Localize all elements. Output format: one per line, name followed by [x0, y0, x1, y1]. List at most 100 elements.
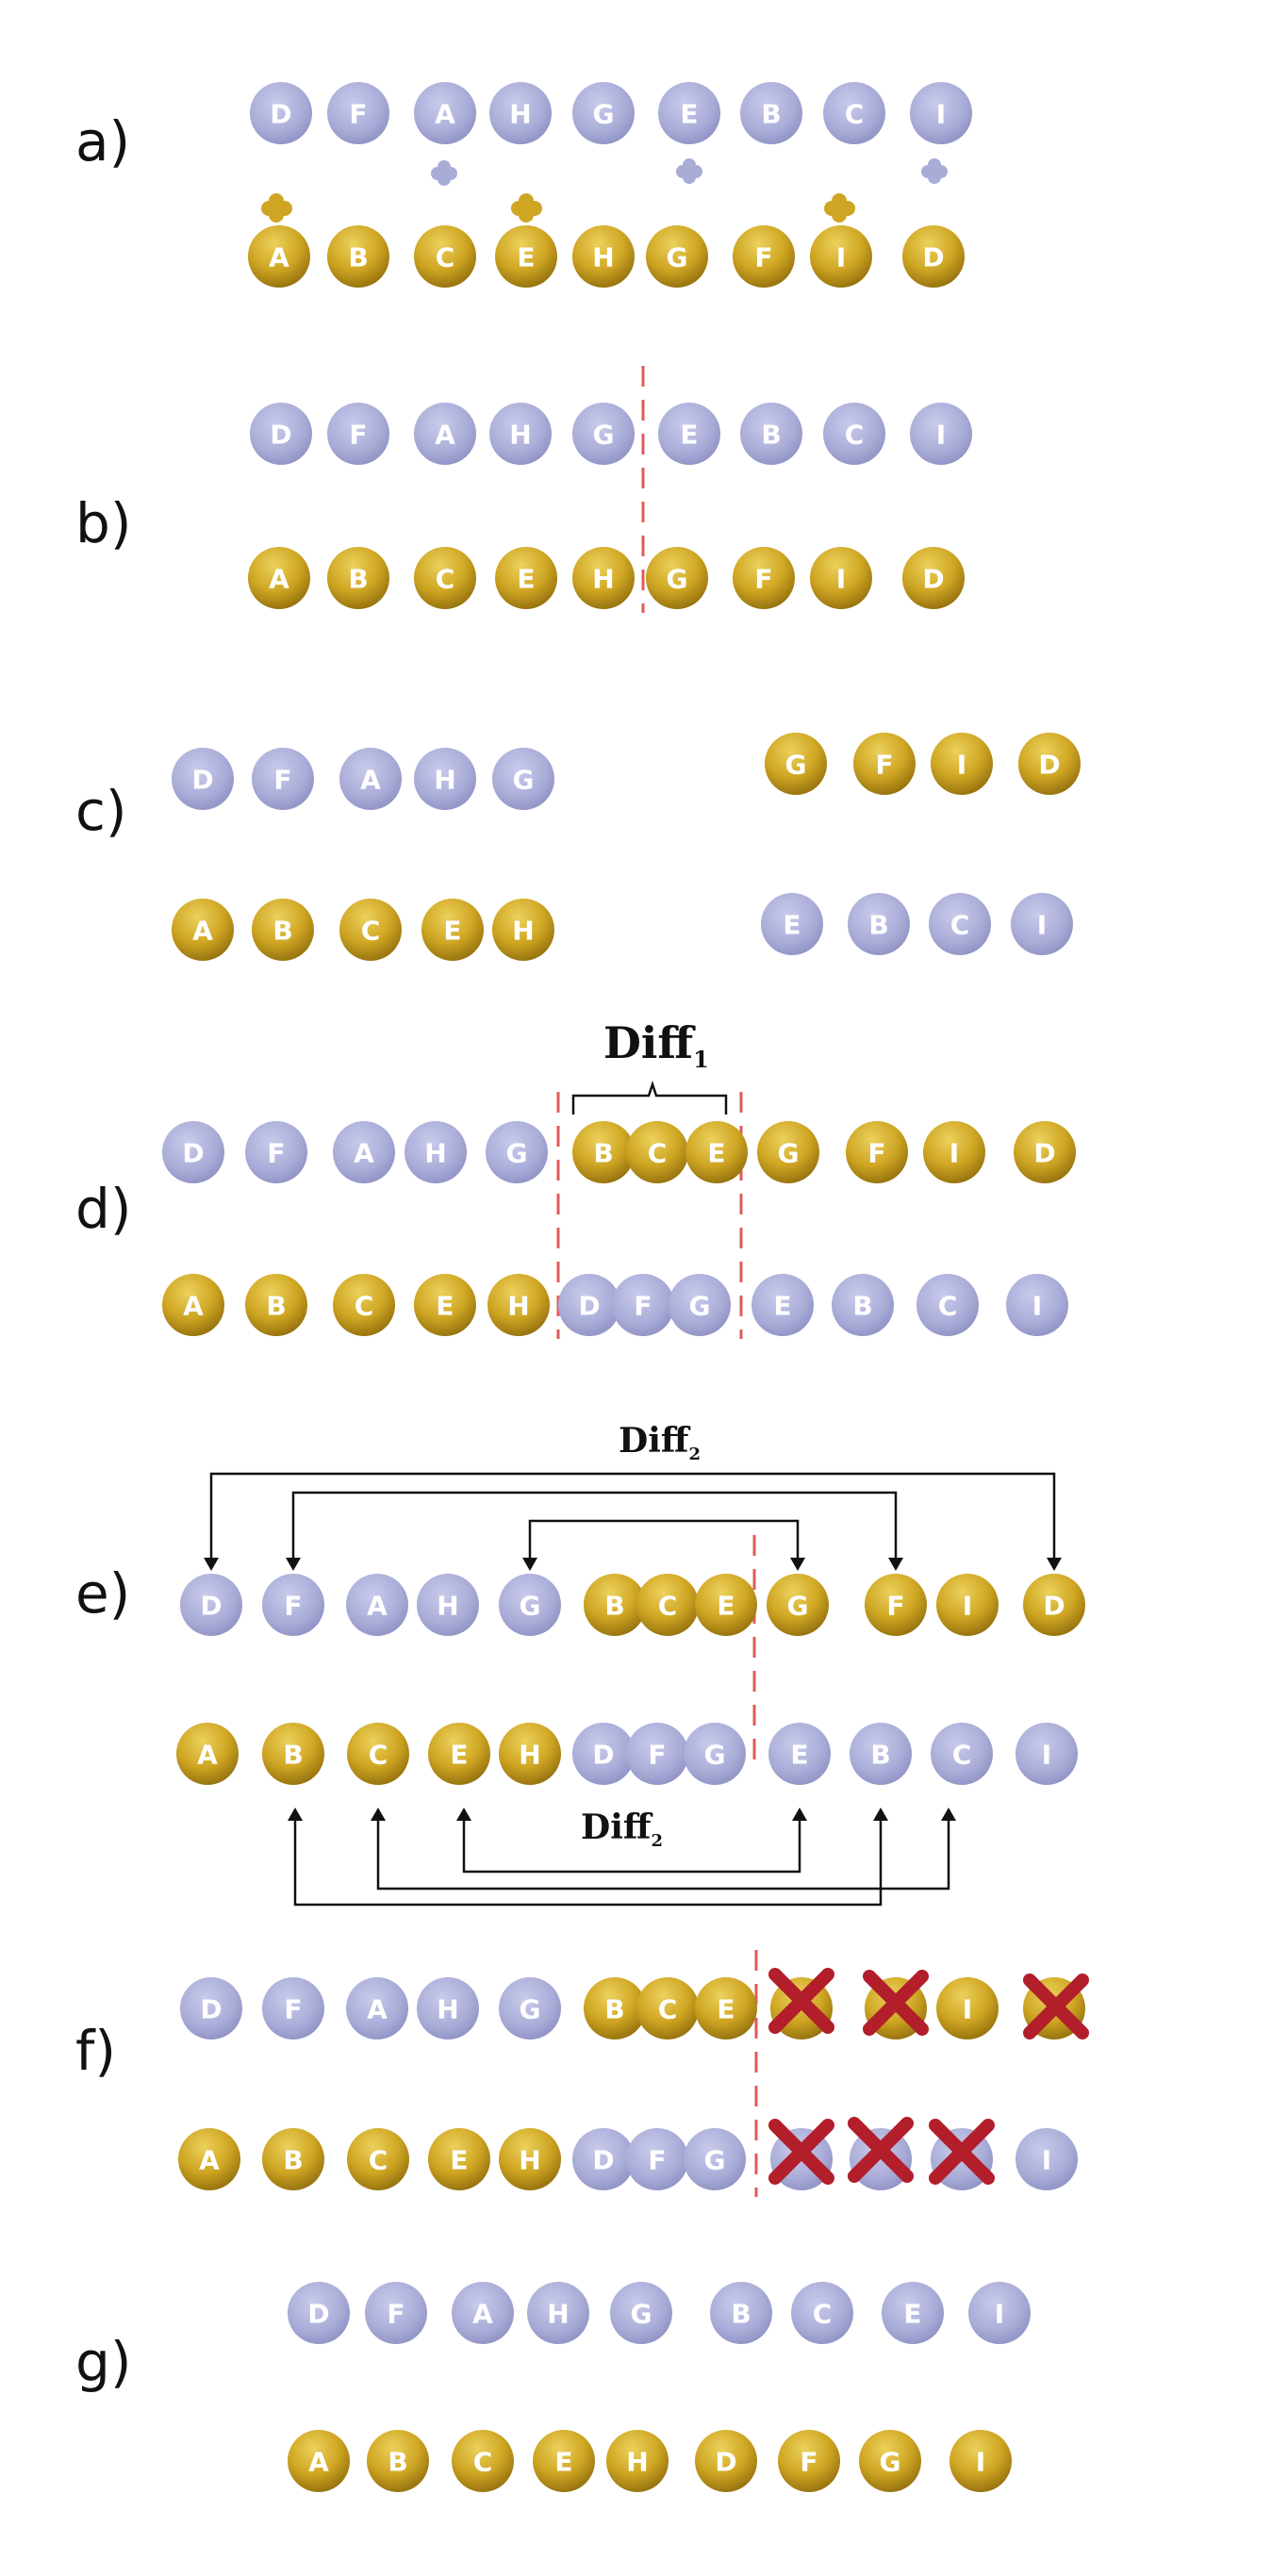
step-g-bottom-ball: F	[778, 2430, 840, 2492]
step-f-bottom-ball: I	[1016, 2128, 1078, 2190]
ball-letter: H	[519, 1740, 540, 1771]
ball-shape	[646, 225, 708, 288]
ball-letter: C	[361, 916, 381, 947]
step-c-bottom-right-ball: C	[929, 893, 991, 955]
ball-letter: C	[845, 420, 865, 451]
step-a-top-ball: D	[250, 82, 312, 144]
ball-letter: F	[648, 1740, 666, 1771]
ball-shape	[414, 403, 476, 465]
ball-letter: E	[450, 2145, 468, 2176]
step-f-label: f)	[75, 2019, 116, 2083]
ball-shape	[646, 547, 708, 609]
step-d-bottom-ball: C	[333, 1274, 395, 1336]
arrow-e-to-e	[462, 1818, 801, 1874]
ball-shape	[414, 547, 476, 609]
ball-shape	[710, 2282, 772, 2344]
step-c-top-left-ball: F	[252, 748, 314, 810]
step-a-top-ball: A	[414, 82, 476, 144]
ball-letter: G	[704, 1740, 726, 1771]
ball-shape	[936, 1574, 999, 1636]
ball-shape	[612, 1274, 674, 1336]
step-f-top-ball: A	[346, 1977, 408, 2039]
step-a-top-ball: B	[740, 82, 802, 144]
step-c-top-left-ball: A	[339, 748, 402, 810]
ball-shape	[414, 225, 476, 288]
ball-shape	[492, 748, 554, 810]
ball-letter: I	[949, 1138, 959, 1169]
step-b-bottom-ball: G	[646, 547, 708, 609]
ball-letter: E	[790, 1740, 808, 1771]
step-g-bottom-ball: A	[288, 2430, 350, 2492]
step-d-bottom-ball: F	[612, 1274, 674, 1336]
ball-shape	[252, 748, 314, 810]
step-g-bottom-ball: C	[452, 2430, 514, 2492]
ball-letter: G	[593, 99, 615, 130]
step-b-top-ball: I	[910, 403, 972, 465]
ball-letter: E	[717, 1994, 735, 2025]
step-e-top-ball: C	[636, 1574, 699, 1636]
step-c-bottom-right-ball: E	[761, 893, 823, 955]
step-a-bottom-ball: D	[902, 225, 965, 288]
arrow-b-to-b	[293, 1818, 883, 1907]
step-d-top-ball: C	[626, 1121, 688, 1183]
ball-shape	[584, 1574, 646, 1636]
step-e-top-ball: D	[180, 1574, 242, 1636]
ball-shape	[882, 2282, 944, 2344]
step-d-top-ball: I	[923, 1121, 985, 1183]
ball-shape	[572, 225, 635, 288]
step-e-bottom-ball: I	[1016, 1723, 1078, 1785]
ball-shape	[584, 1977, 646, 2039]
step-c-bottom-left-ball: A	[172, 899, 234, 961]
ball-shape	[949, 2430, 1012, 2492]
step-a-bottom-ball: F	[733, 225, 795, 288]
ball-shape	[347, 2128, 409, 2190]
ball-letter: G	[880, 2447, 901, 2478]
step-d-top-ball: G	[757, 1121, 819, 1183]
ball-letter: G	[506, 1138, 528, 1169]
step-g-top-ball: I	[968, 2282, 1031, 2344]
step-f-top-ball: F	[262, 1977, 324, 2039]
ball-shape	[902, 225, 965, 288]
ball-shape	[327, 225, 389, 288]
ball-shape	[452, 2282, 514, 2344]
step-g-label: g)	[75, 2330, 131, 2394]
step-a-top-ball: C	[823, 82, 885, 144]
ball-shape	[572, 2128, 635, 2190]
step-d-bottom-ball: E	[414, 1274, 476, 1336]
ball-letter: C	[436, 564, 455, 595]
step-g-bottom-ball: B	[367, 2430, 429, 2492]
step-e-top-ball: I	[936, 1574, 999, 1636]
step-a-bottom-ball: B	[327, 225, 389, 288]
ball-shape	[859, 2430, 921, 2492]
step-a-bottom-ball: C	[414, 225, 476, 288]
ball-shape	[414, 1274, 476, 1336]
diff1-brace	[571, 1081, 728, 1115]
ball-letter: D	[922, 242, 944, 273]
ball-letter: B	[852, 1291, 872, 1322]
step-a-bottom-ball: I	[810, 225, 872, 288]
step-d-bottom-ball: B	[832, 1274, 894, 1336]
ball-letter: C	[473, 2447, 493, 2478]
ball-shape	[489, 403, 552, 465]
step-e-bottom-ball: B	[262, 1723, 324, 1785]
ball-letter: B	[348, 242, 368, 273]
ball-letter: F	[273, 765, 291, 796]
ball-letter: D	[715, 2447, 736, 2478]
ball-shape	[740, 403, 802, 465]
ball-shape	[823, 403, 885, 465]
step-b-bottom-ball: H	[572, 547, 635, 609]
ball-letter: F	[754, 242, 772, 273]
step-g-top-ball: C	[791, 2282, 853, 2344]
step-f-bottom-ball: B	[262, 2128, 324, 2190]
step-f-top-ball: D	[180, 1977, 242, 2039]
ball-letter: G	[667, 564, 688, 595]
ball-shape	[572, 547, 635, 609]
step-d-bottom-ball: A	[162, 1274, 224, 1336]
ball-shape	[910, 403, 972, 465]
step-a-bottom-ball: G	[646, 225, 708, 288]
step-g-top-ball: G	[610, 2282, 672, 2344]
step-f-bottom-ball: D	[572, 2128, 635, 2190]
step-b-top-ball: H	[489, 403, 552, 465]
ball-letter: B	[761, 420, 781, 451]
ball-shape	[262, 1977, 324, 2039]
